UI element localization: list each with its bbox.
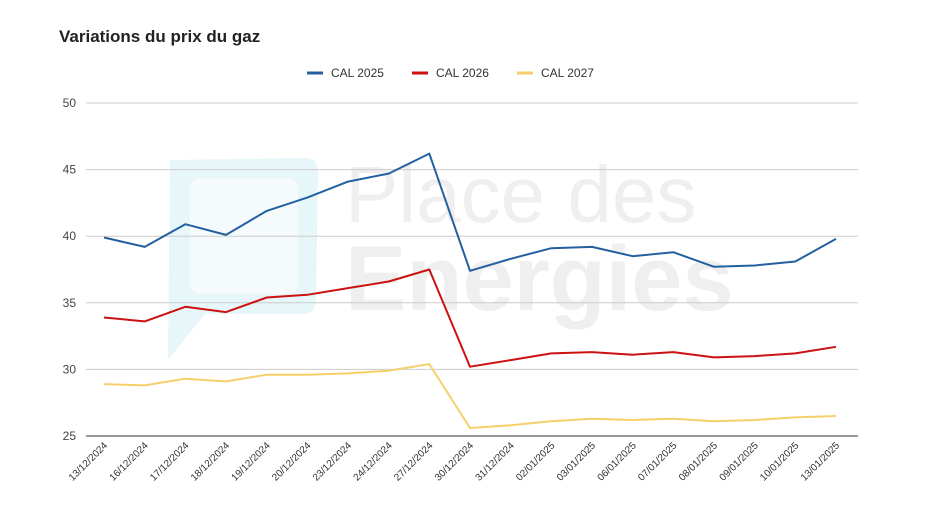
x-tick-label: 24/12/2024 xyxy=(352,440,395,483)
series-line-2 xyxy=(103,268,837,368)
watermark-line-1: Place des xyxy=(345,150,696,239)
y-tick-label: 45 xyxy=(63,163,77,177)
x-tick-label: 09/01/2025 xyxy=(718,440,761,483)
x-tick-label: 02/01/2025 xyxy=(514,440,557,483)
y-tick-label: 25 xyxy=(63,429,77,443)
x-tick-label: 23/12/2024 xyxy=(311,440,354,483)
y-tick-label: 30 xyxy=(63,362,77,376)
x-tick-label: 31/12/2024 xyxy=(474,440,517,483)
x-tick-label: 20/12/2024 xyxy=(270,440,313,483)
y-tick-label: 40 xyxy=(63,229,77,243)
x-tick-label: 07/01/2025 xyxy=(636,440,679,483)
x-tick-label: 13/12/2024 xyxy=(67,440,110,483)
series-line-1 xyxy=(103,152,837,272)
x-tick-label: 18/12/2024 xyxy=(189,440,232,483)
legend-label-3: CAL 2027 xyxy=(541,66,594,80)
x-tick-label: 06/01/2025 xyxy=(596,440,639,483)
series-line-3 xyxy=(103,363,837,429)
x-tick-label: 17/12/2024 xyxy=(148,440,191,483)
chart-title: Variations du prix du gaz xyxy=(59,27,261,46)
legend-label-1: CAL 2025 xyxy=(331,66,384,80)
x-tick-label: 03/01/2025 xyxy=(555,440,598,483)
x-tick-label: 16/12/2024 xyxy=(108,440,151,483)
x-tick-label: 30/12/2024 xyxy=(433,440,476,483)
y-tick-label: 50 xyxy=(63,96,77,110)
y-tick-label: 35 xyxy=(63,296,77,310)
x-tick-label: 13/01/2025 xyxy=(799,440,842,483)
x-tick-label: 08/01/2025 xyxy=(677,440,720,483)
x-tick-label: 27/12/2024 xyxy=(392,440,435,483)
legend-label-2: CAL 2026 xyxy=(436,66,489,80)
watermark-line-2: Energies xyxy=(345,228,734,330)
x-tick-label: 10/01/2025 xyxy=(758,440,801,483)
x-tick-label: 19/12/2024 xyxy=(230,440,273,483)
